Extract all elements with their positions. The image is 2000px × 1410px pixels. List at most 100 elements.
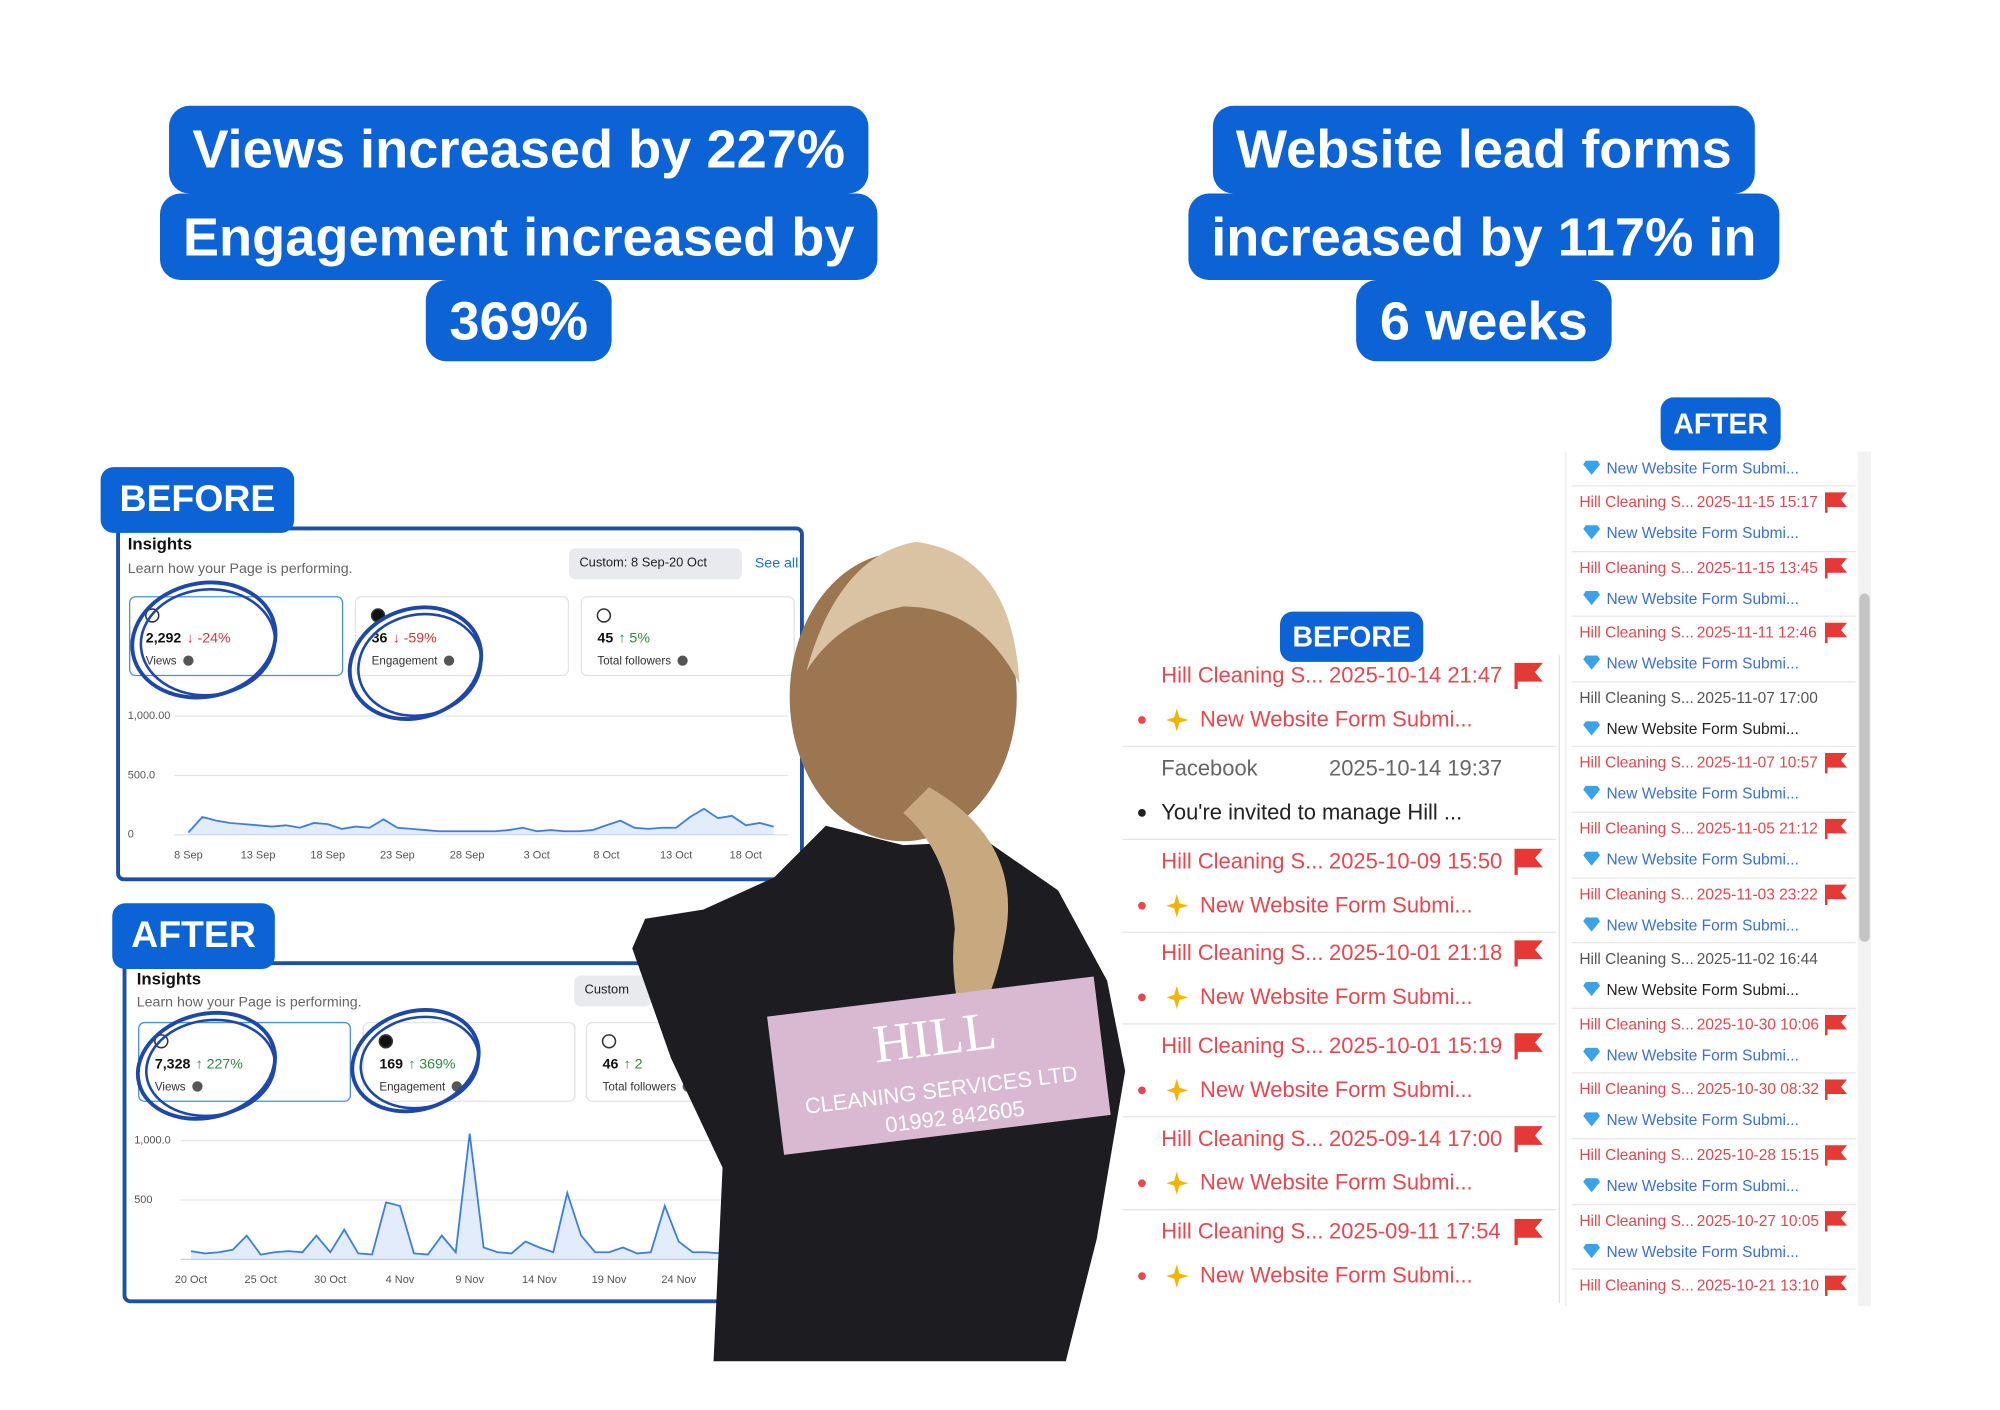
shirt-text: HILL (870, 1000, 1000, 1075)
scrollbar-thumb (1859, 593, 1870, 942)
info-icon (677, 655, 688, 666)
x-tick-label: 8 Sep (174, 849, 203, 861)
time: 2025-10-01 15:19 (1329, 1033, 1503, 1059)
diamond-shape (1583, 525, 1601, 540)
x-tick-label: 28 Sep (450, 849, 485, 861)
time: 2025-10-30 08:32 (1696, 1080, 1820, 1099)
x-tick-label: 13 Sep (241, 849, 276, 861)
subject: New Website Form Submi... (1200, 892, 1473, 917)
diamond-icon (1583, 916, 1601, 932)
metric-label-text: Total followers (602, 1080, 677, 1093)
subject: New Website Form Submi... (1606, 719, 1799, 738)
subject: New Website Form Submi... (1606, 915, 1799, 934)
sender: Hill Cleaning S... (1579, 623, 1694, 642)
headline: 6 weeks (1356, 280, 1612, 362)
x-tick-label: 18 Sep (310, 849, 345, 861)
sparkle-icon (1166, 986, 1189, 1010)
diamond-shape (1583, 1178, 1601, 1193)
time: 2025-10-01 21:18 (1329, 941, 1503, 966)
headline: 369% (426, 280, 612, 362)
line (190, 1133, 749, 1256)
sparkle-icon (1166, 1264, 1189, 1288)
insights-chart: 500 1,000.0 20 Oct 25 Oct 30 Oct 4 Nov 9 Nov 14… (134, 1133, 791, 1286)
y-tick-label: 1,000.0 (134, 1135, 171, 1147)
headline: Engagement increased by (159, 193, 878, 281)
card-subtitle: Learn how your Page is performing. (136, 994, 362, 1011)
metric-value: 45 (597, 630, 614, 647)
status-dot (1138, 808, 1146, 817)
subject: New Website Form Submi... (1200, 985, 1473, 1010)
diamond-shape (1583, 1243, 1601, 1258)
card-title: Insights (136, 969, 202, 989)
sender: Hill Cleaning S... (1579, 884, 1694, 903)
metric-change: ↑ 2 (623, 1056, 643, 1073)
separator (1571, 1203, 1856, 1205)
separator (1122, 838, 1557, 840)
diamond-shape (1583, 1112, 1601, 1127)
sender: Hill Cleaning S... (1579, 688, 1694, 707)
sender: Hill Cleaning S... (1161, 848, 1324, 874)
flag-icon (1514, 1218, 1543, 1245)
subject: New Website Form Submi... (1606, 523, 1799, 542)
flag-shape (1824, 884, 1848, 905)
diamond-icon (1583, 982, 1601, 997)
sparkle-shape (1166, 1171, 1189, 1195)
flag-icon (1514, 848, 1543, 875)
sender: Hill Cleaning S... (1161, 1033, 1324, 1059)
sender: Hill Cleaning S... (1579, 1276, 1694, 1295)
separator (1571, 1138, 1856, 1140)
tag: AFTER (1660, 397, 1781, 451)
subject: New Website Form Submi... (1606, 980, 1799, 999)
sparkle-icon (1166, 1171, 1189, 1195)
flag-shape (1824, 818, 1848, 840)
time: 2025-10-27 10:05 (1696, 1211, 1820, 1230)
separator (1122, 1023, 1557, 1026)
flag-icon (1824, 753, 1848, 774)
sender: Hill Cleaning S... (1579, 819, 1694, 838)
date-range-button[interactable]: Custom (574, 975, 652, 1007)
see-all-link[interactable]: See all (754, 556, 799, 572)
subject: New Website Form Submi... (1606, 1242, 1799, 1261)
sparkle-shape (1166, 893, 1189, 917)
flag-shape (1824, 1014, 1848, 1036)
diamond-shape (1583, 786, 1601, 801)
sender: Hill Cleaning S... (1579, 1080, 1694, 1099)
flag-icon (1824, 492, 1848, 513)
separator (1122, 1209, 1557, 1211)
time: 2025-10-14 21:47 (1329, 663, 1503, 688)
x-tick-label: 9 Nov (455, 1274, 484, 1286)
sparkle-shape (1166, 708, 1189, 732)
sparkle-icon (1166, 1078, 1189, 1103)
diamond-icon (1583, 721, 1601, 736)
flag-icon (1824, 1014, 1848, 1036)
headline-row: 6 weeks (903, 280, 2000, 362)
headline: increased by 117% in (1188, 193, 1780, 281)
metric-label: Total followers (597, 654, 688, 667)
tag: AFTER (112, 903, 275, 970)
flag-shape (1824, 1145, 1848, 1166)
flag-shape (1824, 1079, 1848, 1101)
headline: Views increased by 227% (169, 105, 869, 194)
sender: Hill Cleaning S... (1579, 1015, 1694, 1034)
date-range-button[interactable]: Custom: 8 Sep-20 Oct (569, 548, 742, 580)
subject: New Website Form Submi... (1606, 1046, 1799, 1065)
diamond-shape (1583, 982, 1601, 997)
sender: Hill Cleaning S... (1161, 941, 1324, 966)
time: 2025-11-03 23:22 (1696, 884, 1818, 903)
x-tick-label: 13 Oct (660, 849, 692, 861)
metric-box: 45 ↑ 5% Total followers (580, 596, 795, 677)
x-tick-label: 24 Nov (661, 1274, 696, 1286)
subject: New Website Form Submi... (1200, 707, 1473, 732)
time: 2025-11-07 17:00 (1696, 688, 1818, 707)
area (188, 808, 774, 835)
x-tick-label: 19 Nov (592, 1274, 627, 1286)
flag-icon (1514, 662, 1543, 690)
flag-icon (1824, 1079, 1848, 1101)
y-tick-label: 0 (128, 829, 134, 841)
diamond-icon (1583, 1112, 1601, 1127)
diamond-icon (1583, 1047, 1601, 1062)
sparkle-icon (1166, 708, 1189, 732)
headline: Website lead forms (1212, 105, 1756, 194)
diamond-icon (1583, 525, 1601, 540)
